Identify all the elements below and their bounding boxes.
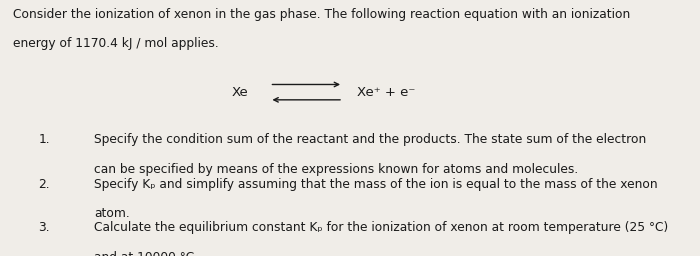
Text: 1.: 1. xyxy=(38,133,50,146)
Text: Consider the ionization of xenon in the gas phase. The following reaction equati: Consider the ionization of xenon in the … xyxy=(13,8,630,21)
Text: atom.: atom. xyxy=(94,207,130,220)
Text: and at 10000 °C.: and at 10000 °C. xyxy=(94,251,199,256)
Text: energy of 1170.4 kJ / mol applies.: energy of 1170.4 kJ / mol applies. xyxy=(13,37,218,50)
Text: can be specified by means of the expressions known for atoms and molecules.: can be specified by means of the express… xyxy=(94,163,579,176)
Text: Xe⁺ + e⁻: Xe⁺ + e⁻ xyxy=(357,86,415,99)
Text: Specify the condition sum of the reactant and the products. The state sum of the: Specify the condition sum of the reactan… xyxy=(94,133,647,146)
Text: Specify Kₚ and simplify assuming that the mass of the ion is equal to the mass o: Specify Kₚ and simplify assuming that th… xyxy=(94,178,658,191)
Text: 2.: 2. xyxy=(38,178,50,191)
Text: Calculate the equilibrium constant Kₚ for the ionization of xenon at room temper: Calculate the equilibrium constant Kₚ fo… xyxy=(94,221,668,234)
Text: Xe: Xe xyxy=(232,86,248,99)
Text: 3.: 3. xyxy=(38,221,50,234)
